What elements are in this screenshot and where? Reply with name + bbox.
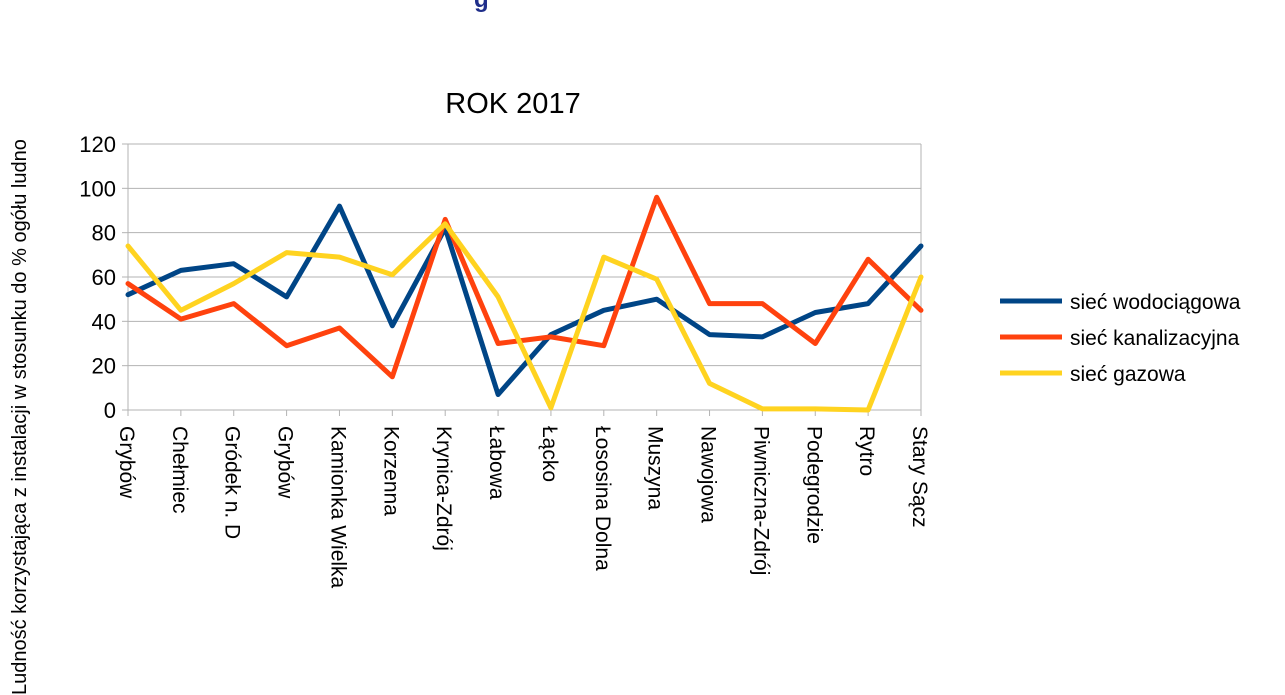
axes	[122, 143, 922, 416]
x-tick-label: Muszyna	[644, 426, 667, 510]
legend-label-1: sieć kanalizacyjna	[1070, 327, 1240, 350]
y-tick-label: 80	[92, 221, 116, 246]
x-tick-label: Grybów	[274, 426, 297, 499]
y-tick-label: 20	[92, 354, 116, 379]
series-line-1	[125, 194, 924, 380]
legend-label-2: sieć gazowa	[1070, 363, 1186, 386]
y-tick-label: 0	[104, 398, 116, 423]
top-title-fragment: g	[474, 0, 489, 14]
x-tick-label: Grybów	[115, 426, 138, 499]
y-tick-labels: 0 20 40 60 80 100 120	[79, 132, 116, 423]
x-tick-label: Piwniczna-Zdrój	[749, 426, 772, 575]
x-tick-label: Krynica-Zdrój	[432, 426, 455, 551]
legend-label-0: sieć wodociągowa	[1070, 291, 1241, 314]
x-tick-label: Rytro	[855, 426, 878, 476]
x-tick-label: Stary Sącz	[908, 426, 931, 528]
x-tick-label: Łososina Dolna	[591, 426, 614, 571]
y-tick-label: 120	[79, 132, 116, 157]
x-tick-label: Chełmiec	[168, 426, 191, 514]
y-tick-label: 40	[92, 309, 116, 334]
x-tick-label: Nawojowa	[697, 426, 720, 523]
y-tick-label: 100	[79, 176, 116, 201]
chart-title: ROK 2017	[445, 88, 580, 120]
series-line-0	[125, 203, 924, 397]
series-line-2	[125, 221, 924, 413]
x-tick-label: Podegrodzie	[802, 426, 825, 544]
x-tick-labels: Grybów Chełmiec Gródek n. D Grybów Kamionka …	[115, 426, 931, 589]
x-tick-label: Łącko	[538, 426, 561, 482]
x-tick-label: Korzenna	[379, 426, 402, 516]
series-lines	[125, 194, 924, 413]
x-tick-label: Łabowa	[485, 426, 508, 500]
x-tick-label: Kamionka Wielka	[326, 426, 349, 589]
legend: sieć wodociągowa sieć kanalizacyjna sieć g…	[1000, 291, 1241, 386]
y-tick-label: 60	[92, 265, 116, 290]
x-tick-label: Gródek n. D	[221, 426, 244, 539]
